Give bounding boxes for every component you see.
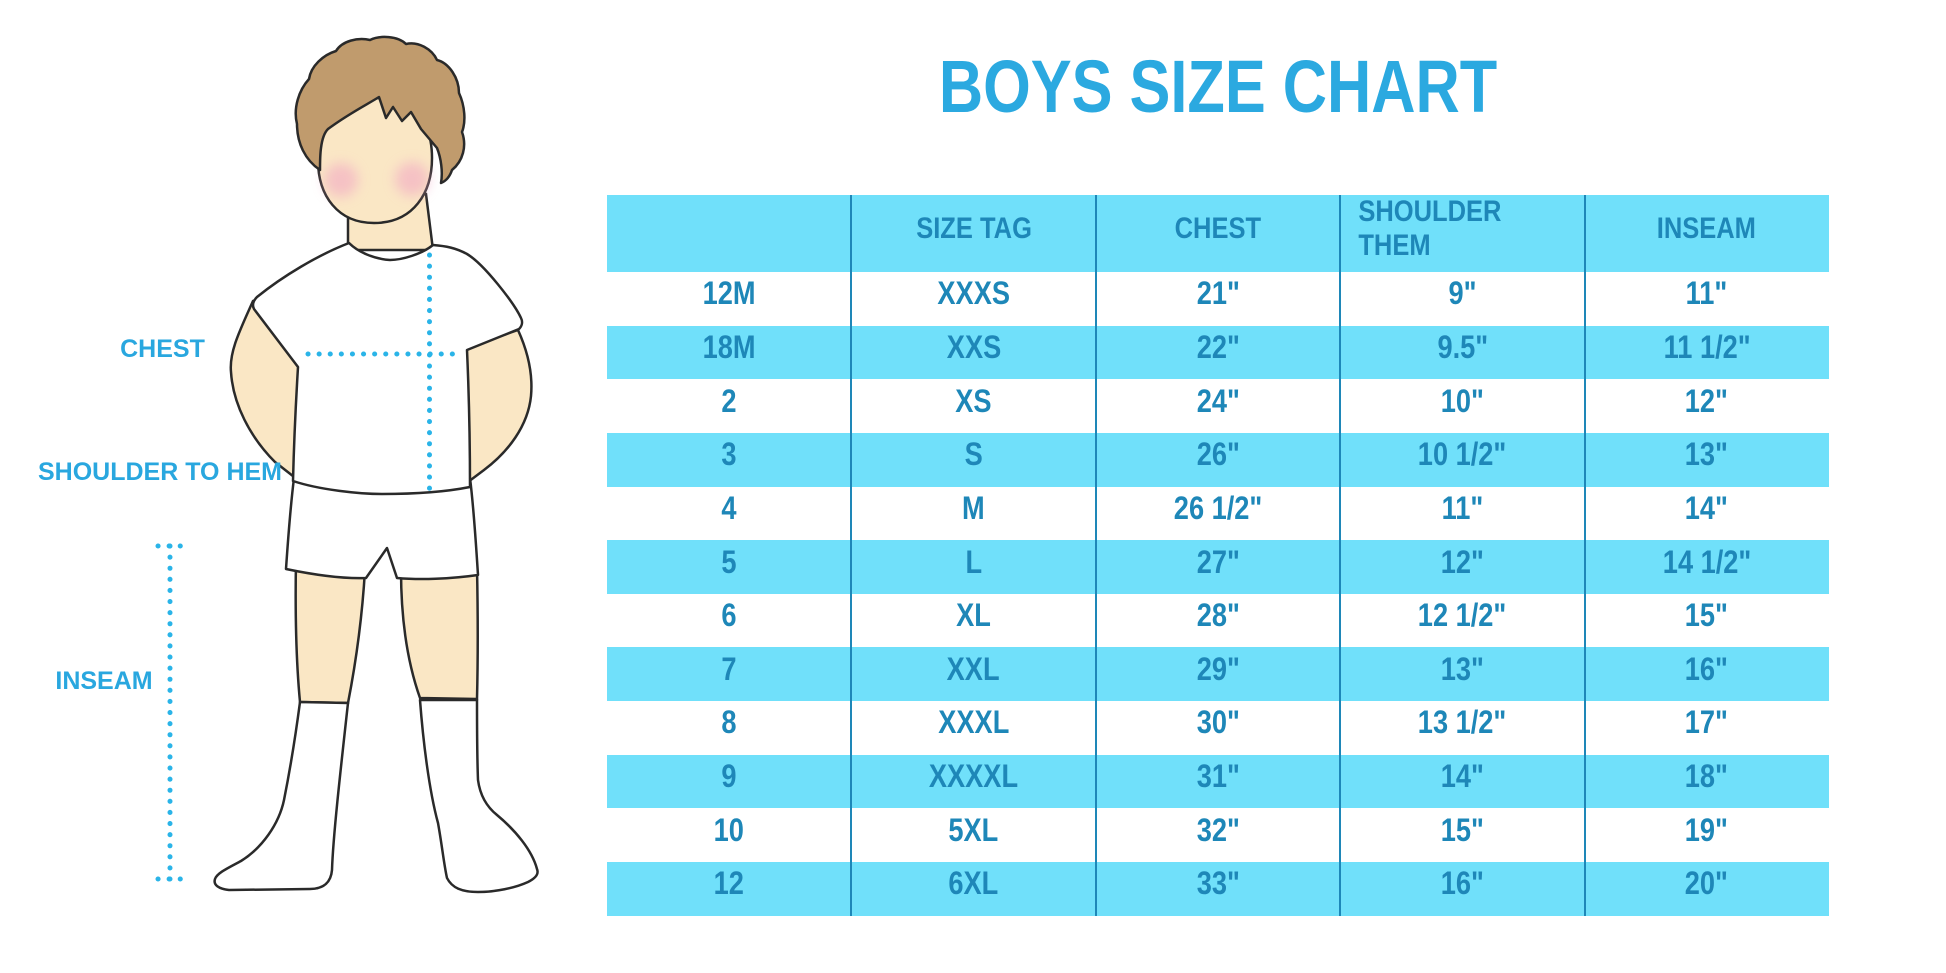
table-cell: 13" xyxy=(1440,650,1484,687)
table-cell: XXL xyxy=(947,650,1001,687)
table-cell: 30" xyxy=(1196,704,1240,741)
table-row: 18M XXS 22" 9.5" 11 1/2" xyxy=(607,325,1829,380)
table-cell: 3 xyxy=(721,436,737,473)
table-cell: 12" xyxy=(1440,543,1484,580)
table-cell: 5 xyxy=(721,543,737,580)
table-row: 12M XXXS 21" 9" 11" xyxy=(607,272,1829,326)
boy-right-cheek xyxy=(395,162,429,196)
table-row: 3 S 26" 10 1/2" 13" xyxy=(607,432,1829,487)
table-row: 7 XXL 29" 13" 16" xyxy=(607,647,1829,702)
table-cell: 12 xyxy=(714,865,745,902)
table-cell: 15" xyxy=(1440,811,1484,848)
table-cell: 13" xyxy=(1685,436,1729,473)
page-title: BOYS SIZE CHART xyxy=(938,45,1498,128)
figure-label-inseam: INSEAM xyxy=(55,667,153,695)
table-cell: 22" xyxy=(1196,328,1240,365)
table-cell: 27" xyxy=(1196,543,1240,580)
table-cell: M xyxy=(962,489,985,526)
table-cell: 13 1/2" xyxy=(1418,704,1507,741)
boy-right-arm xyxy=(464,328,533,484)
table-row: 12 6XL 33" 16" 20" xyxy=(607,862,1829,916)
column-separator-4 xyxy=(1583,195,1586,916)
size-table: SIZE TAG CHEST SHOULDER THEM INSEAM 12M XXXS 2… xyxy=(607,195,1829,916)
boy-left-leg xyxy=(294,558,367,705)
table-cell: 4 xyxy=(721,489,737,526)
table-cell: 15" xyxy=(1685,597,1729,634)
table-header-row: SIZE TAG CHEST SHOULDER THEM INSEAM xyxy=(607,195,1829,272)
table-cell: 19" xyxy=(1685,811,1729,848)
table-cell: 16" xyxy=(1685,650,1729,687)
table-cell: 16" xyxy=(1440,865,1484,902)
table-row: 4 M 26 1/2" 11" 14" xyxy=(607,487,1829,541)
table-cell: 26 1/2" xyxy=(1173,489,1263,526)
table-cell: 11" xyxy=(1441,489,1484,526)
table-cell: 12 1/2" xyxy=(1418,597,1507,634)
table-cell: 6XL xyxy=(948,865,999,902)
table-cell: 9" xyxy=(1448,275,1477,312)
table-cell: 9.5" xyxy=(1437,328,1488,365)
boy-hair xyxy=(294,35,466,185)
table-cell: XXS xyxy=(946,328,1001,365)
table-row: 5 L 27" 12" 14 1/2" xyxy=(607,540,1829,594)
table-cell: 20" xyxy=(1685,865,1729,902)
table-cell: 6 xyxy=(721,597,737,634)
table-cell: 14" xyxy=(1440,758,1484,795)
table-cell: 8 xyxy=(721,704,737,741)
table-cell: 28" xyxy=(1196,597,1240,634)
table-row: 6 XL 28" 12 1/2" 15" xyxy=(607,594,1829,648)
header-cell-3: SHOULDER THEM xyxy=(1358,194,1502,262)
boy-shirt xyxy=(251,241,524,496)
table-cell: XXXS xyxy=(937,275,1010,312)
table-cell: 12" xyxy=(1685,382,1729,419)
table-cell: S xyxy=(964,436,983,473)
table-cell: 11" xyxy=(1685,275,1728,312)
table-cell: XXXL xyxy=(938,704,1010,741)
boy-left-sock xyxy=(213,700,350,892)
table-row: 8 XXXL 30" 13 1/2" 17" xyxy=(607,701,1829,755)
column-separator-2 xyxy=(1094,195,1097,916)
table-cell: XS xyxy=(955,382,992,419)
table-cell: 10" xyxy=(1440,382,1484,419)
table-cell: 14" xyxy=(1685,489,1729,526)
column-separator-1 xyxy=(850,195,853,916)
header-cell-2: CHEST xyxy=(1174,211,1262,245)
table-row: 10 5XL 32" 15" 19" xyxy=(607,808,1829,862)
header-cell-4: INSEAM xyxy=(1657,211,1757,245)
table-cell: 33" xyxy=(1196,865,1240,902)
table-cell: 18M xyxy=(702,328,756,365)
table-cell: 9 xyxy=(721,758,737,795)
table-row: 9 XXXXL 31" 14" 18" xyxy=(607,754,1829,809)
table-cell: 21" xyxy=(1196,275,1240,312)
header-cell-1: SIZE TAG xyxy=(915,211,1032,245)
table-cell: 2 xyxy=(721,382,737,419)
column-separator-3 xyxy=(1339,195,1342,916)
table-cell: XL xyxy=(956,597,991,634)
boy-right-sock xyxy=(418,698,539,894)
boy-shorts xyxy=(284,476,480,581)
table-cell: 10 1/2" xyxy=(1418,436,1507,473)
table-cell: 29" xyxy=(1196,650,1240,687)
table-cell: 26" xyxy=(1196,436,1240,473)
table-cell: 11 1/2" xyxy=(1663,328,1751,365)
header-cell-0 xyxy=(607,195,851,272)
boy-right-leg xyxy=(399,566,479,701)
table-cell: 10 xyxy=(714,811,745,848)
table-cell: L xyxy=(965,543,982,580)
table-cell: 24" xyxy=(1196,382,1240,419)
figure-label-shoulder-to-hem: SHOULDER TO HEM xyxy=(38,458,282,486)
table-cell: 7 xyxy=(721,650,737,687)
figure-label-chest: CHEST xyxy=(120,335,205,363)
table-cell: XXXXL xyxy=(928,758,1019,795)
table-cell: 31" xyxy=(1196,758,1240,795)
table-cell: 5XL xyxy=(948,811,999,848)
boy-left-cheek xyxy=(324,163,358,197)
table-cell: 32" xyxy=(1196,811,1240,848)
table-cell: 14 1/2" xyxy=(1662,543,1752,580)
table-row: 2 XS 24" 10" 12" xyxy=(607,379,1829,433)
table-cell: 12M xyxy=(702,275,756,312)
table-cell: 18" xyxy=(1685,758,1729,795)
table-cell: 17" xyxy=(1685,704,1729,741)
